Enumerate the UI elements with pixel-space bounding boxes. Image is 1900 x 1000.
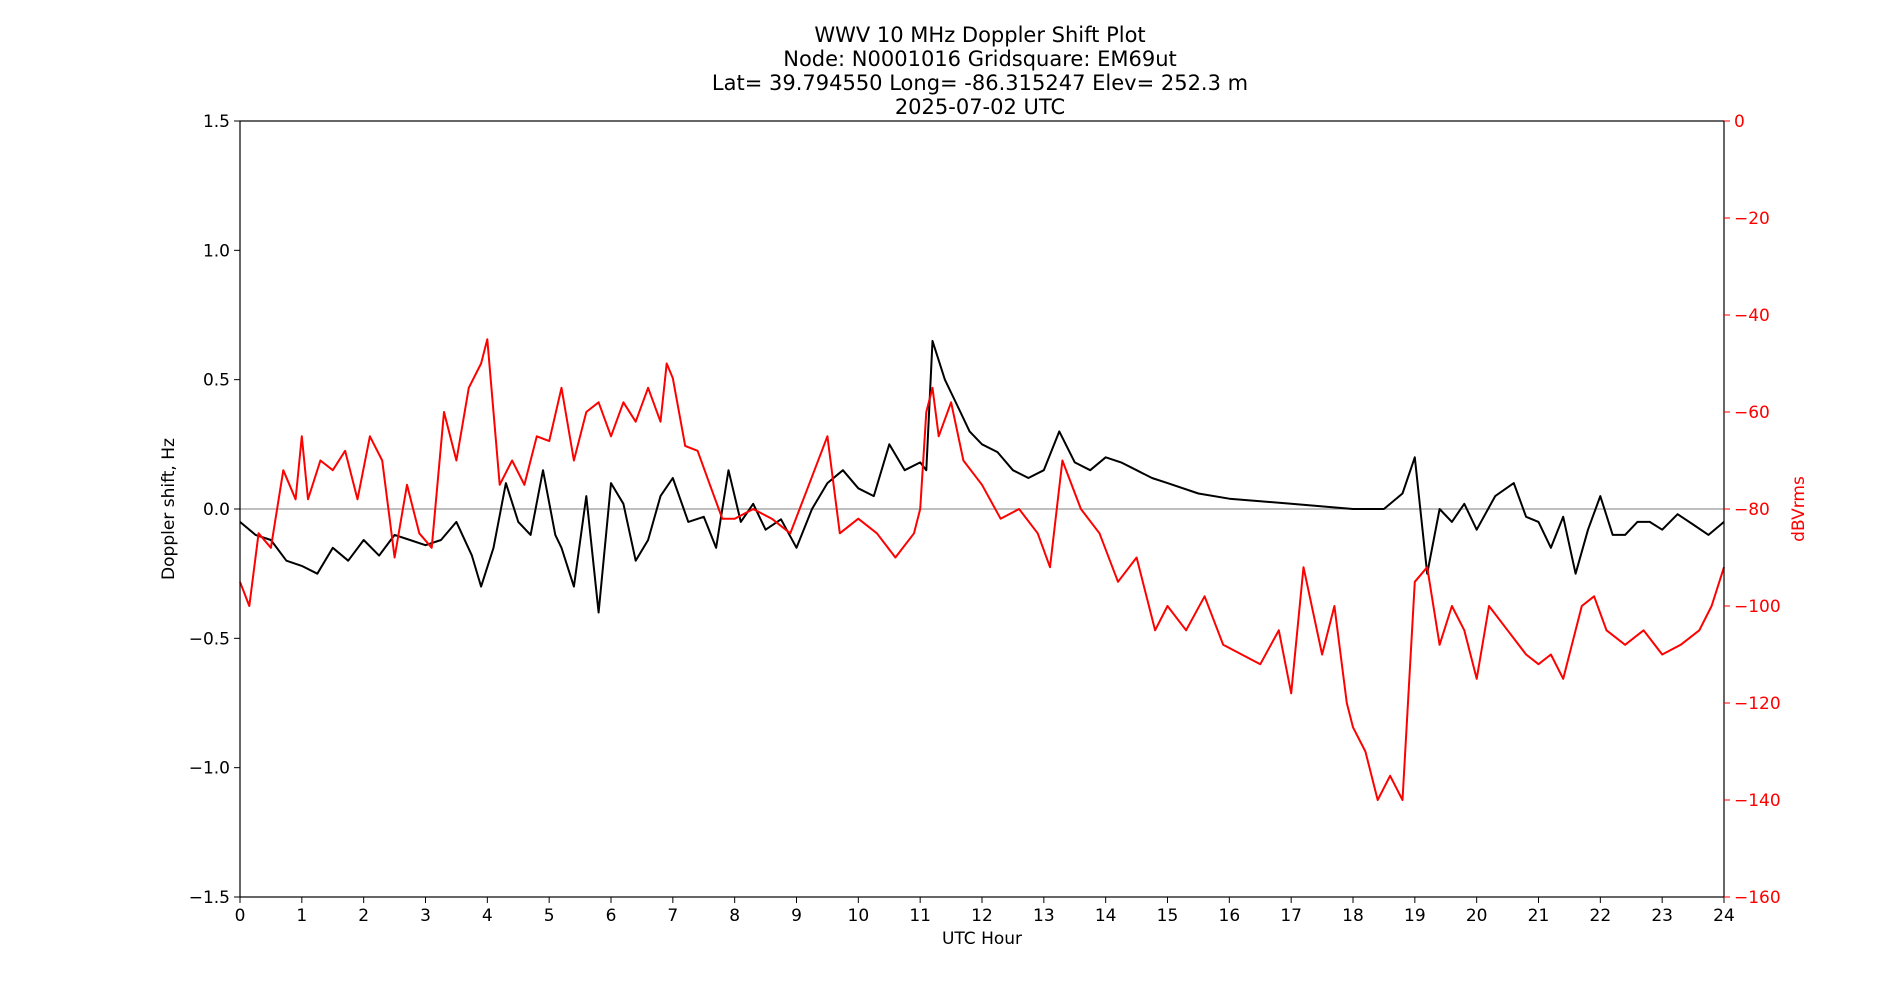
x-tick-label: 13 <box>1033 906 1055 926</box>
right-y-axis-label: dBVrms <box>1789 476 1809 542</box>
right-y-tick-label: −40 <box>1734 306 1770 326</box>
x-tick-label: 10 <box>848 906 870 926</box>
left-y-tick-label: 1.0 <box>203 241 230 261</box>
x-tick-label: 20 <box>1466 906 1488 926</box>
x-tick-label: 23 <box>1651 906 1673 926</box>
left-y-tick-label: −1.5 <box>189 888 230 908</box>
right-y-tick-label: −140 <box>1734 791 1781 811</box>
left-y-tick-label: 0.5 <box>203 371 230 391</box>
x-tick-label: 7 <box>667 906 678 926</box>
x-tick-label: 12 <box>971 906 993 926</box>
title-line-3: Lat= 39.794550 Long= -86.315247 Elev= 25… <box>712 71 1248 95</box>
right-y-tick-label: −60 <box>1734 403 1770 423</box>
x-tick-label: 22 <box>1590 906 1612 926</box>
title-line-2: Node: N0001016 Gridsquare: EM69ut <box>783 47 1176 71</box>
x-tick-label: 6 <box>606 906 617 926</box>
x-tick-label: 14 <box>1095 906 1117 926</box>
doppler-shift-series-line <box>239 339 1725 614</box>
title-line-1: WWV 10 MHz Doppler Shift Plot <box>814 23 1145 47</box>
x-tick-label: 0 <box>235 906 246 926</box>
x-tick-label: 3 <box>420 906 431 926</box>
left-y-tick-label: 1.5 <box>203 112 230 132</box>
x-tick-label: 16 <box>1219 906 1241 926</box>
x-tick-label: 11 <box>909 906 931 926</box>
x-tick-label: 19 <box>1404 906 1426 926</box>
axis-ticks: 0 1 2 3 4 5 6 7 8 9 10 11 12 13 14 15 16 17 18 19 20 21 22 23 24… <box>189 112 1781 926</box>
right-y-tick-label: −160 <box>1734 888 1781 908</box>
x-tick-label: 17 <box>1280 906 1302 926</box>
right-y-tick-label: −20 <box>1734 209 1770 229</box>
x-tick-label: 4 <box>482 906 493 926</box>
x-tick-label: 21 <box>1528 906 1550 926</box>
x-tick-label: 9 <box>791 906 802 926</box>
left-y-tick-label: −0.5 <box>189 629 230 649</box>
x-tick-label: 5 <box>544 906 555 926</box>
plot-lines <box>239 338 1725 801</box>
chart-title: WWV 10 MHz Doppler Shift Plot Node: N000… <box>712 23 1248 119</box>
x-tick-label: 24 <box>1713 906 1735 926</box>
x-tick-label: 15 <box>1157 906 1179 926</box>
x-tick-label: 8 <box>729 906 740 926</box>
x-axis-label: UTC Hour <box>942 929 1022 949</box>
right-y-tick-label: −100 <box>1734 597 1781 617</box>
left-y-tick-label: 0.0 <box>203 500 230 520</box>
right-y-tick-label: −80 <box>1734 500 1770 520</box>
x-tick-label: 2 <box>358 906 369 926</box>
x-tick-label: 1 <box>296 906 307 926</box>
left-y-axis-label: Doppler shift, Hz <box>159 438 179 580</box>
signal-power-series-line <box>239 338 1725 801</box>
x-tick-label: 18 <box>1342 906 1364 926</box>
title-line-4: 2025-07-02 UTC <box>895 95 1065 119</box>
right-y-tick-label: 0 <box>1734 112 1745 132</box>
left-y-tick-label: −1.0 <box>189 759 230 779</box>
right-y-tick-label: −120 <box>1734 694 1781 714</box>
